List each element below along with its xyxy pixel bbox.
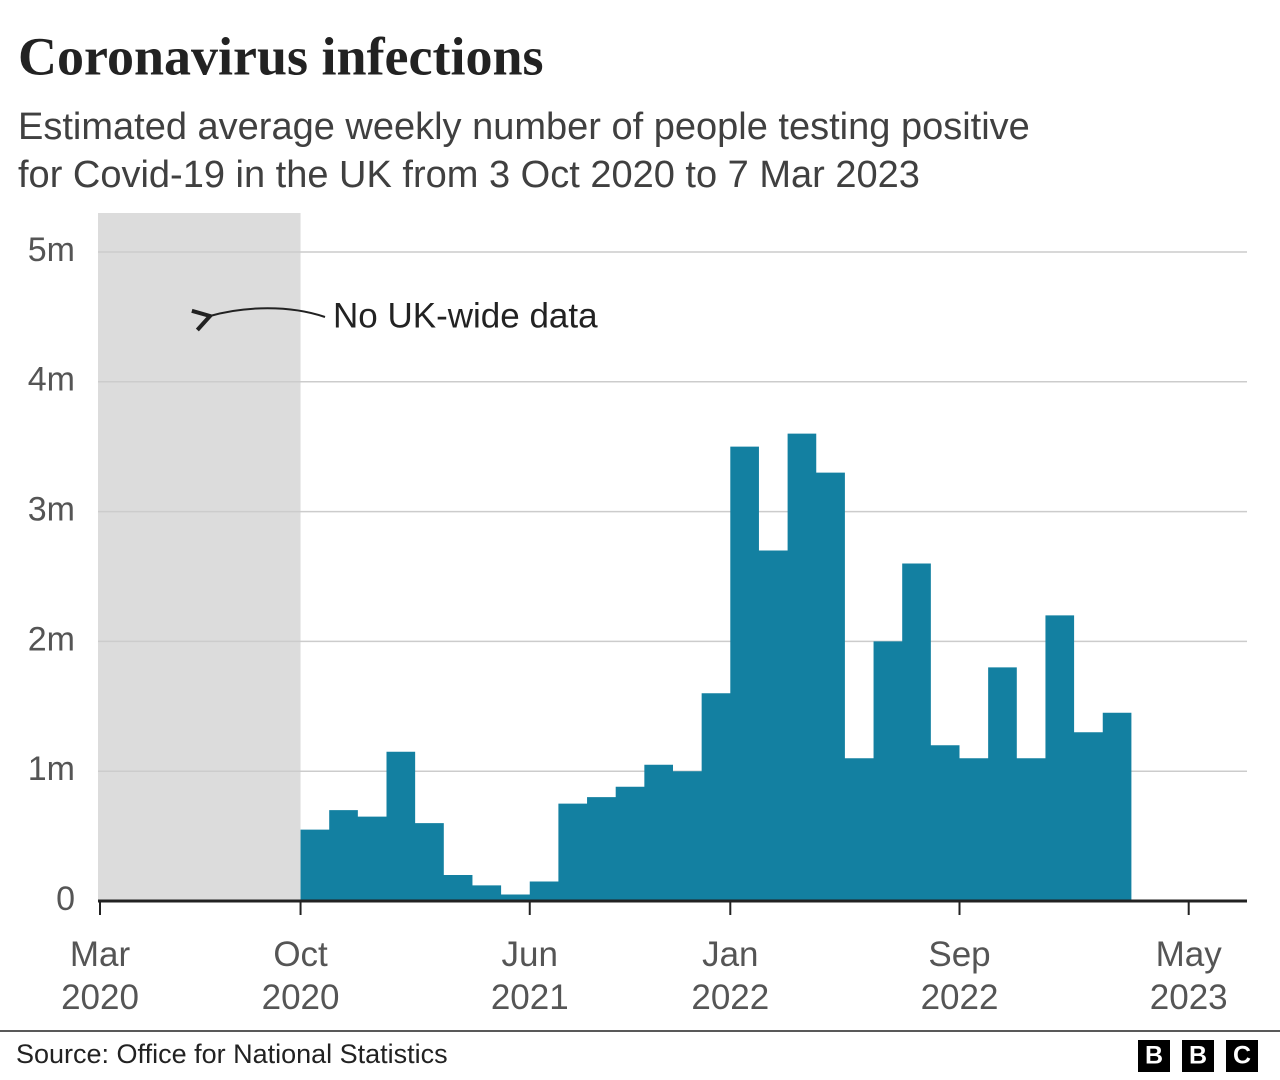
- x-tick-label: Jan 2022: [691, 935, 770, 1017]
- logo-box: [1226, 1040, 1258, 1072]
- logo-letter: B: [1189, 1042, 1207, 1070]
- no-data-region: [98, 213, 301, 901]
- x-tick-label: Jun 2021: [490, 935, 569, 1017]
- annotation: No UK-wide data: [333, 296, 598, 335]
- plot: 0 1m 2m 3m 4m 5m: [28, 213, 1247, 918]
- logo-box: [1138, 1040, 1170, 1072]
- y-tick-label: 5m: [28, 231, 75, 269]
- logo-letter: C: [1233, 1042, 1251, 1070]
- source: Source: Office for National Statistics: [16, 1039, 448, 1069]
- y-tick-label: 1m: [28, 750, 75, 788]
- x-tick-label: May 2023: [1149, 935, 1228, 1017]
- subtitle: for Covid-19 in the UK from 3 Oct 2020 t…: [18, 154, 920, 196]
- logo-box: [1182, 1040, 1214, 1072]
- y-tick-label: 2m: [28, 620, 75, 658]
- x-tick-label: Mar 2020: [61, 935, 139, 1017]
- x-tick-label: Oct 2020: [261, 935, 340, 1017]
- y-tick-label: 0: [56, 880, 75, 918]
- logo-letter: B: [1145, 1042, 1163, 1070]
- subtitle: Estimated average weekly number of peopl…: [18, 106, 1030, 148]
- y-tick-label: 3m: [28, 491, 75, 529]
- chart-title: Coronavirus infections: [18, 26, 544, 86]
- area: [300, 433, 1132, 901]
- annotation-arrow: [191, 307, 326, 332]
- x-tick-label: Sep 2022: [920, 935, 999, 1017]
- y-tick-label: 4m: [28, 361, 75, 399]
